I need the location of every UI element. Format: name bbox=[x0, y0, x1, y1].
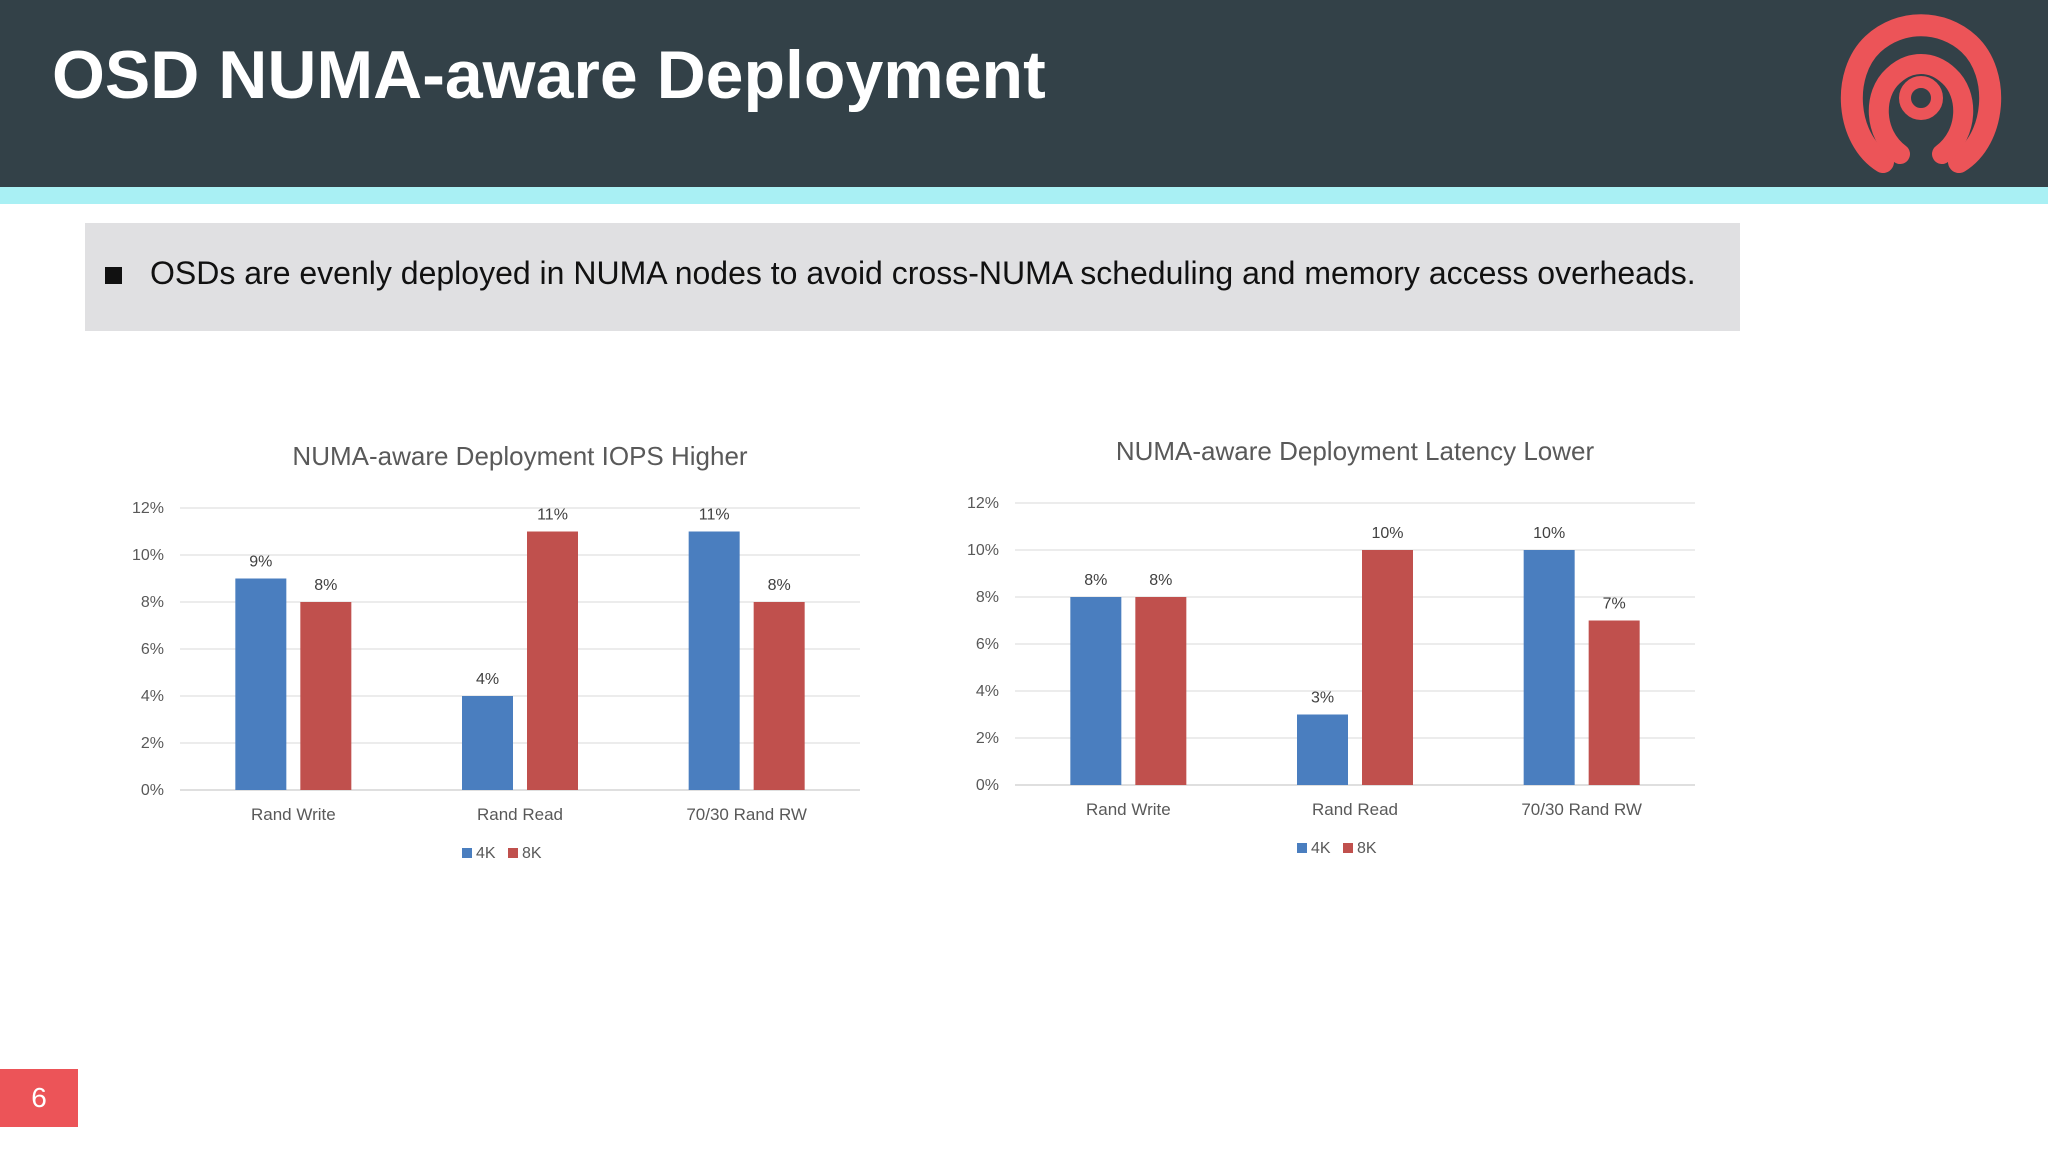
bar-8k bbox=[1362, 550, 1413, 785]
y-tick-label: 0% bbox=[976, 777, 999, 794]
bar-4k bbox=[235, 578, 287, 790]
page-number: 6 bbox=[0, 1069, 78, 1127]
data-label: 8% bbox=[1084, 572, 1107, 589]
x-category-label: Rand Read bbox=[477, 805, 563, 824]
latency-chart-svg: NUMA-aware Deployment Latency Lower 0% 2% 4… bbox=[967, 436, 1695, 857]
y-tick-label: 6% bbox=[976, 636, 999, 653]
chart-title: NUMA-aware Deployment Latency Lower bbox=[1116, 436, 1595, 466]
y-tick-label: 10% bbox=[967, 542, 999, 559]
legend-swatch bbox=[508, 848, 518, 858]
y-tick-label: 2% bbox=[141, 735, 164, 752]
y-tick-label: 0% bbox=[141, 782, 164, 799]
slide-title: OSD NUMA-aware Deployment bbox=[52, 37, 1046, 113]
bullet-box: OSDs are evenly deployed in NUMA nodes t… bbox=[85, 223, 1740, 331]
x-category-label: 70/30 Rand RW bbox=[1521, 800, 1642, 819]
legend-label: 4K bbox=[1311, 840, 1331, 857]
data-label: 8% bbox=[314, 577, 337, 594]
y-tick-label: 6% bbox=[141, 641, 164, 658]
data-label: 11% bbox=[699, 507, 730, 524]
bar-4k bbox=[462, 696, 513, 790]
data-label: 7% bbox=[1603, 596, 1626, 613]
x-category-label: Rand Write bbox=[251, 805, 336, 824]
bar-8k bbox=[527, 531, 578, 790]
data-label: 10% bbox=[1371, 525, 1403, 542]
bar-8k bbox=[1588, 620, 1640, 785]
y-tick-label: 4% bbox=[976, 683, 999, 700]
data-label: 8% bbox=[1149, 572, 1172, 589]
bar-8k bbox=[753, 602, 805, 790]
ceph-logo-icon bbox=[1840, 14, 2002, 173]
latency-chart: NUMA-aware Deployment Latency Lower 0% 2% 4… bbox=[935, 415, 1795, 885]
bar-4k bbox=[1297, 714, 1348, 785]
data-label: 10% bbox=[1533, 525, 1565, 542]
x-category-label: Rand Read bbox=[1312, 800, 1398, 819]
bar-4k bbox=[1523, 550, 1575, 785]
y-tick-label: 8% bbox=[976, 589, 999, 606]
data-label: 3% bbox=[1311, 690, 1334, 707]
x-category-label: Rand Write bbox=[1086, 800, 1171, 819]
chart-title: NUMA-aware Deployment IOPS Higher bbox=[292, 441, 747, 471]
bar-8k bbox=[300, 602, 352, 790]
iops-chart: NUMA-aware Deployment IOPS Higher 0% 2% 4% 6… bbox=[100, 420, 960, 890]
header-accent-stripe bbox=[0, 187, 2048, 204]
legend-label: 8K bbox=[1357, 840, 1377, 857]
bar-4k bbox=[688, 531, 740, 790]
y-tick-label: 2% bbox=[976, 730, 999, 747]
data-label: 4% bbox=[476, 671, 499, 688]
bar-8k bbox=[1135, 597, 1187, 785]
y-tick-label: 10% bbox=[132, 547, 164, 564]
bar-4k bbox=[1070, 597, 1122, 785]
data-label: 9% bbox=[249, 554, 272, 571]
legend-swatch bbox=[1297, 843, 1307, 853]
bullet-text: OSDs are evenly deployed in NUMA nodes t… bbox=[150, 255, 1696, 291]
y-tick-label: 12% bbox=[132, 500, 164, 517]
legend-label: 8K bbox=[522, 845, 542, 862]
y-tick-label: 4% bbox=[141, 688, 164, 705]
y-tick-label: 8% bbox=[141, 594, 164, 611]
legend-label: 4K bbox=[476, 845, 496, 862]
x-category-label: 70/30 Rand RW bbox=[686, 805, 807, 824]
legend-swatch bbox=[1343, 843, 1353, 853]
legend-swatch bbox=[462, 848, 472, 858]
data-label: 8% bbox=[768, 577, 791, 594]
y-tick-label: 12% bbox=[967, 495, 999, 512]
data-label: 11% bbox=[537, 507, 568, 524]
iops-chart-svg: NUMA-aware Deployment IOPS Higher 0% 2% 4% 6… bbox=[132, 441, 860, 862]
bullet-square-icon bbox=[105, 267, 122, 284]
slide-header: OSD NUMA-aware Deployment bbox=[0, 0, 2048, 187]
